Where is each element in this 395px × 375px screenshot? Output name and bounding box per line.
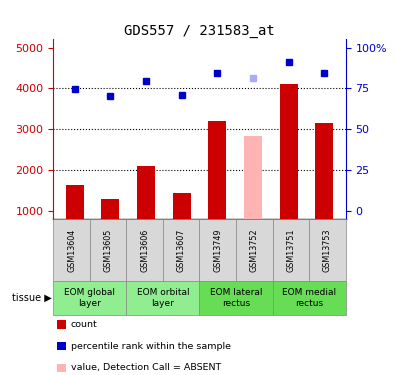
- Bar: [102, 199, 119, 252]
- Text: count: count: [71, 320, 98, 329]
- Text: EOM medial
rectus: EOM medial rectus: [282, 288, 336, 308]
- Text: EOM lateral
rectus: EOM lateral rectus: [210, 288, 262, 308]
- Text: GSM13606: GSM13606: [140, 229, 149, 272]
- Text: value, Detection Call = ABSENT: value, Detection Call = ABSENT: [71, 363, 221, 372]
- Bar: [66, 184, 84, 252]
- Bar: [137, 166, 155, 252]
- Text: GSM13607: GSM13607: [177, 229, 186, 272]
- Text: GSM13605: GSM13605: [103, 229, 113, 272]
- Text: percentile rank within the sample: percentile rank within the sample: [71, 342, 231, 351]
- Bar: [173, 193, 190, 252]
- Title: GDS557 / 231583_at: GDS557 / 231583_at: [124, 24, 275, 38]
- Text: EOM global
layer: EOM global layer: [64, 288, 115, 308]
- Bar: [280, 84, 297, 252]
- Bar: [209, 121, 226, 252]
- Text: GSM13753: GSM13753: [323, 228, 332, 272]
- Text: GSM13752: GSM13752: [250, 228, 259, 272]
- Bar: [315, 123, 333, 252]
- Text: GSM13604: GSM13604: [67, 229, 76, 272]
- Text: tissue ▶: tissue ▶: [11, 293, 51, 303]
- Text: EOM orbital
layer: EOM orbital layer: [137, 288, 189, 308]
- Text: GSM13749: GSM13749: [213, 228, 222, 272]
- Text: GSM13751: GSM13751: [286, 228, 295, 272]
- Bar: [244, 135, 262, 252]
